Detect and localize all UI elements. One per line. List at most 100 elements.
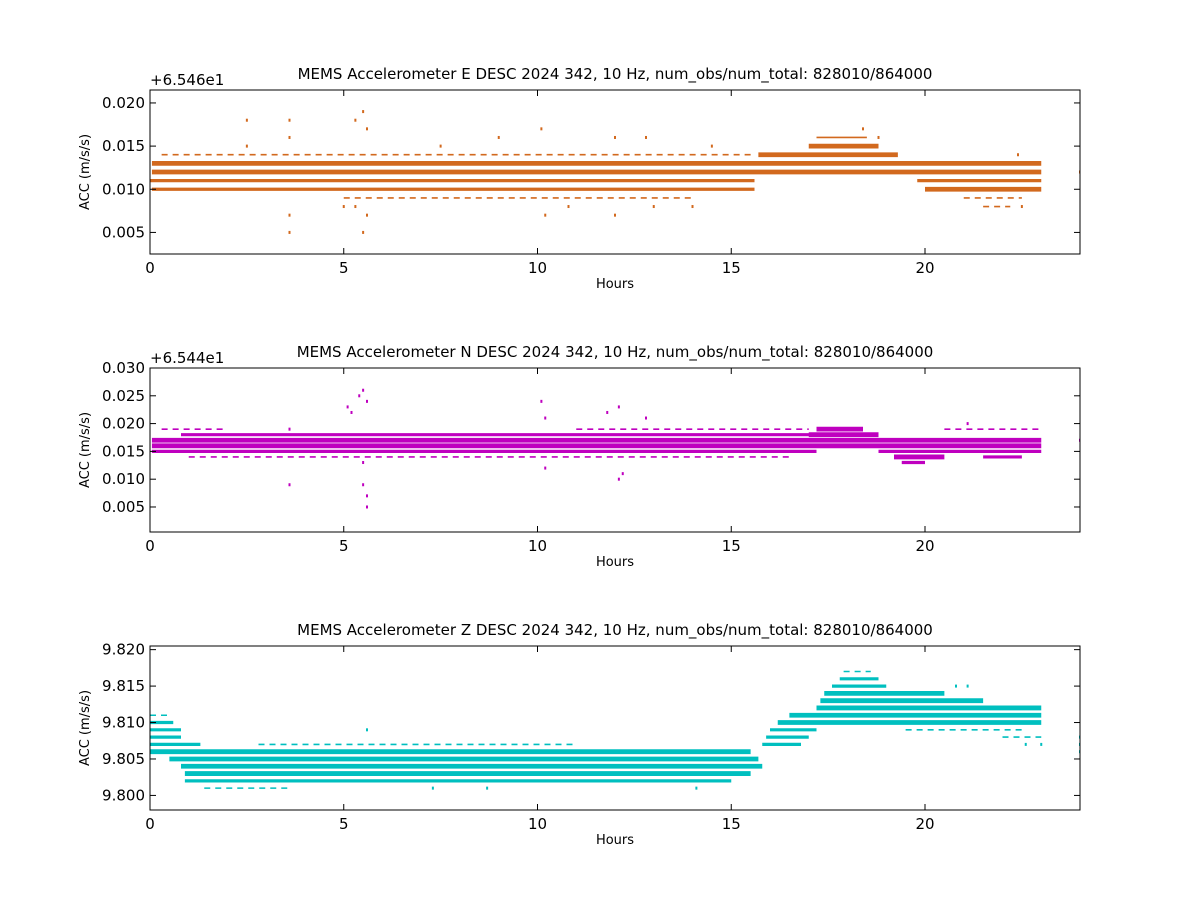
- y-offset-label: +6.546e1: [150, 71, 224, 89]
- data-point: [691, 205, 694, 209]
- data-point: [346, 405, 349, 409]
- x-tick-label: 0: [145, 259, 155, 277]
- data-point: [617, 405, 620, 409]
- data-point: [710, 144, 713, 148]
- data-point: [966, 684, 969, 688]
- x-tick-label: 10: [528, 537, 547, 555]
- y-axis-label: ACC (m/s/s): [78, 412, 93, 488]
- data-point: [288, 213, 291, 217]
- y-tick-label: 0.030: [102, 359, 145, 377]
- y-tick-label: 0.010: [102, 470, 145, 488]
- axes-frame: [149, 89, 1081, 255]
- data-point: [567, 205, 570, 209]
- data-point: [431, 786, 434, 790]
- data-point: [606, 410, 609, 414]
- x-tick-label: 10: [528, 815, 547, 833]
- x-tick-label: 15: [722, 815, 741, 833]
- data-point: [1024, 742, 1027, 746]
- data-point: [366, 494, 368, 498]
- data-point: [862, 127, 864, 131]
- data-point: [614, 135, 616, 139]
- data-point: [366, 213, 368, 217]
- data-point: [955, 684, 957, 688]
- y-tick-label: 0.005: [102, 498, 145, 516]
- data-point: [362, 230, 365, 234]
- y-tick-label: 9.820: [102, 641, 145, 659]
- data-point: [288, 483, 291, 487]
- data-point: [288, 427, 291, 431]
- y-tick-label: 0.010: [102, 180, 145, 198]
- chart-title: MEMS Accelerometer N DESC 2024 342, 10 H…: [297, 343, 934, 362]
- data-point: [342, 205, 345, 209]
- x-tick-label: 20: [915, 537, 934, 555]
- y-tick-label: 9.810: [102, 714, 145, 732]
- data-point: [362, 483, 365, 487]
- x-tick-label: 5: [339, 815, 349, 833]
- x-tick-label: 15: [722, 537, 741, 555]
- data-point: [1017, 153, 1019, 157]
- plot-area: [150, 670, 1080, 790]
- x-tick-label: 20: [915, 259, 934, 277]
- y-tick-label: 0.020: [102, 415, 145, 433]
- x-tick-label: 5: [339, 259, 349, 277]
- x-tick-label: 0: [145, 815, 155, 833]
- data-point: [486, 786, 489, 790]
- x-tick-label: 15: [722, 259, 741, 277]
- y-tick-label: 0.005: [102, 223, 145, 241]
- data-point: [621, 472, 624, 476]
- plot-area: [151, 388, 1080, 509]
- y-tick-label: 9.800: [102, 786, 145, 804]
- data-point: [645, 416, 647, 420]
- x-axis-label: Hours: [596, 277, 634, 292]
- y-tick-label: 0.015: [102, 442, 145, 460]
- data-point: [497, 135, 500, 139]
- data-point: [544, 213, 547, 217]
- data-point: [288, 118, 291, 122]
- axes-frame: [149, 645, 1081, 811]
- chart-title: MEMS Accelerometer E DESC 2024 342, 10 H…: [298, 65, 933, 84]
- data-point: [966, 422, 969, 426]
- data-point: [544, 466, 547, 470]
- data-point: [1020, 205, 1023, 209]
- plot-area: [150, 110, 1080, 234]
- x-tick-label: 10: [528, 259, 547, 277]
- data-point: [354, 205, 357, 209]
- data-point: [439, 144, 442, 148]
- data-point: [645, 135, 647, 139]
- chart-up: 0 5 10 15 20 9.800 9.805 9.810 9.815 9.820 MEMS Ac…: [78, 621, 1081, 848]
- data-point: [877, 135, 880, 139]
- y-axis-label: ACC (m/s/s): [78, 690, 93, 766]
- chart-east: 0 5 10 15 20 0.005 0.010 0.015 0.020 MEMS Acceler…: [78, 65, 1081, 292]
- data-point: [362, 461, 365, 465]
- data-point: [288, 230, 291, 234]
- x-tick-label: 0: [145, 537, 155, 555]
- x-axis-label: Hours: [596, 555, 634, 570]
- data-point: [540, 399, 543, 403]
- data-point: [1040, 742, 1043, 746]
- data-point: [366, 127, 368, 131]
- data-point: [362, 110, 365, 114]
- data-point: [614, 213, 616, 217]
- y-tick-label: 0.025: [102, 387, 145, 405]
- data-point: [652, 205, 655, 209]
- data-point: [288, 135, 291, 139]
- data-point: [617, 477, 620, 481]
- data-point: [245, 144, 248, 148]
- y-offset-label: +6.544e1: [150, 349, 224, 367]
- data-point: [540, 127, 543, 131]
- data-point: [366, 728, 368, 732]
- x-tick-label: 20: [915, 815, 934, 833]
- data-point: [354, 118, 357, 122]
- y-tick-label: 9.815: [102, 677, 145, 695]
- y-tick-label: 9.805: [102, 750, 145, 768]
- y-tick-label: 0.020: [102, 94, 145, 112]
- data-point: [245, 118, 248, 122]
- data-point: [358, 394, 361, 398]
- data-point: [350, 410, 353, 414]
- data-point: [544, 416, 547, 420]
- x-tick-label: 5: [339, 537, 349, 555]
- data-point: [695, 786, 698, 790]
- x-axis-label: Hours: [596, 833, 634, 848]
- data-point: [362, 388, 365, 392]
